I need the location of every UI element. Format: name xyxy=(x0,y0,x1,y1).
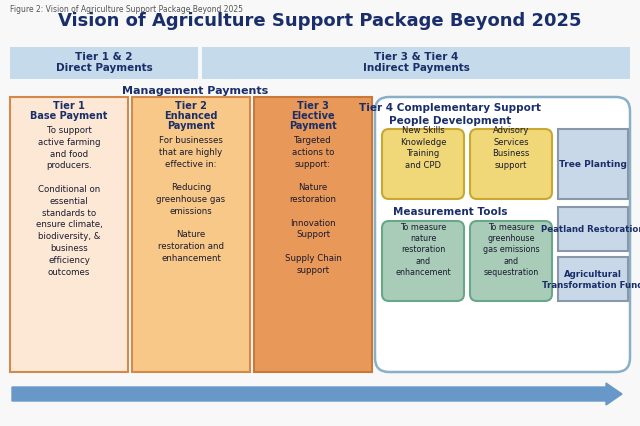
Text: Payment: Payment xyxy=(289,121,337,131)
Text: Vision of Agriculture Support Package Beyond 2025: Vision of Agriculture Support Package Be… xyxy=(58,12,582,30)
Bar xyxy=(10,48,198,80)
Bar xyxy=(202,48,630,80)
Text: Advisory
Services
Business
support: Advisory Services Business support xyxy=(492,126,530,169)
Text: Indirect Payments: Indirect Payments xyxy=(363,63,469,73)
Text: Tier 4 Complementary Support: Tier 4 Complementary Support xyxy=(359,103,541,113)
Bar xyxy=(132,98,250,372)
Text: People Development: People Development xyxy=(389,116,511,126)
FancyBboxPatch shape xyxy=(375,98,630,372)
Text: New Skills
Knowledge
Training
and CPD: New Skills Knowledge Training and CPD xyxy=(400,126,446,169)
Text: Targeted
actions to
support:

Nature
restoration

Innovation
Support

Supply Cha: Targeted actions to support: Nature rest… xyxy=(285,136,341,274)
Text: Tree Planting: Tree Planting xyxy=(559,160,627,169)
FancyBboxPatch shape xyxy=(382,130,464,199)
Bar xyxy=(558,257,628,301)
Text: Tier 2: Tier 2 xyxy=(175,101,207,111)
Text: Measurement Tools: Measurement Tools xyxy=(393,207,508,216)
FancyBboxPatch shape xyxy=(470,130,552,199)
Text: For businesses
that are highly
effective in:

Reducing
greenhouse gas
emissions
: For businesses that are highly effective… xyxy=(156,136,225,262)
Text: To support
active farming
and food
producers.

Conditional on
essential
standard: To support active farming and food produ… xyxy=(36,126,102,276)
Bar xyxy=(254,98,372,372)
Text: Direct Payments: Direct Payments xyxy=(56,63,152,73)
Bar xyxy=(558,130,628,199)
Text: Tier 1 & 2: Tier 1 & 2 xyxy=(76,52,132,62)
Text: Tier 3: Tier 3 xyxy=(297,101,329,111)
FancyBboxPatch shape xyxy=(382,222,464,301)
Text: Management Payments: Management Payments xyxy=(122,86,268,96)
Text: Agricultural
Transformation Fund: Agricultural Transformation Fund xyxy=(542,269,640,289)
Bar xyxy=(10,98,128,372)
Text: Tier 3 & Tier 4: Tier 3 & Tier 4 xyxy=(374,52,458,62)
Bar xyxy=(558,207,628,251)
Text: Base Payment: Base Payment xyxy=(30,111,108,121)
FancyBboxPatch shape xyxy=(470,222,552,301)
Text: Peatland Restoration: Peatland Restoration xyxy=(541,225,640,234)
Text: Tier 1: Tier 1 xyxy=(53,101,85,111)
Text: To measure
greenhouse
gas emissions
and
sequestration: To measure greenhouse gas emissions and … xyxy=(483,222,540,277)
Text: To measure
nature
restoration
and
enhancement: To measure nature restoration and enhanc… xyxy=(395,222,451,277)
Text: Elective: Elective xyxy=(291,111,335,121)
Text: Enhanced: Enhanced xyxy=(164,111,218,121)
Text: Figure 2: Vision of Agriculture Support Package Beyond 2025: Figure 2: Vision of Agriculture Support … xyxy=(10,5,243,14)
Text: Payment: Payment xyxy=(167,121,215,131)
FancyArrow shape xyxy=(12,383,622,405)
